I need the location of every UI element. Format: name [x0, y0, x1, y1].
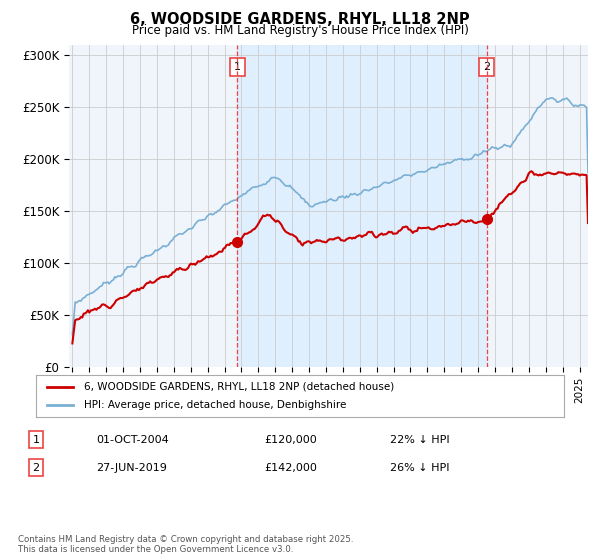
Text: 22% ↓ HPI: 22% ↓ HPI: [390, 435, 449, 445]
Bar: [237, 45, 487, 367]
Text: £120,000: £120,000: [264, 435, 317, 445]
Text: Price paid vs. HM Land Registry's House Price Index (HPI): Price paid vs. HM Land Registry's House …: [131, 24, 469, 36]
Text: 6, WOODSIDE GARDENS, RHYL, LL18 2NP: 6, WOODSIDE GARDENS, RHYL, LL18 2NP: [130, 12, 470, 27]
Text: Contains HM Land Registry data © Crown copyright and database right 2025.
This d: Contains HM Land Registry data © Crown c…: [18, 535, 353, 554]
Text: 1: 1: [32, 435, 40, 445]
Text: 27-JUN-2019: 27-JUN-2019: [96, 463, 167, 473]
Text: 6, WOODSIDE GARDENS, RHYL, LL18 2NP (detached house): 6, WOODSIDE GARDENS, RHYL, LL18 2NP (det…: [83, 382, 394, 392]
Text: 26% ↓ HPI: 26% ↓ HPI: [390, 463, 449, 473]
Text: HPI: Average price, detached house, Denbighshire: HPI: Average price, detached house, Denb…: [83, 400, 346, 410]
Text: 2: 2: [32, 463, 40, 473]
Text: 01-OCT-2004: 01-OCT-2004: [96, 435, 169, 445]
Text: 1: 1: [234, 62, 241, 72]
Text: £142,000: £142,000: [264, 463, 317, 473]
Text: 2: 2: [483, 62, 490, 72]
